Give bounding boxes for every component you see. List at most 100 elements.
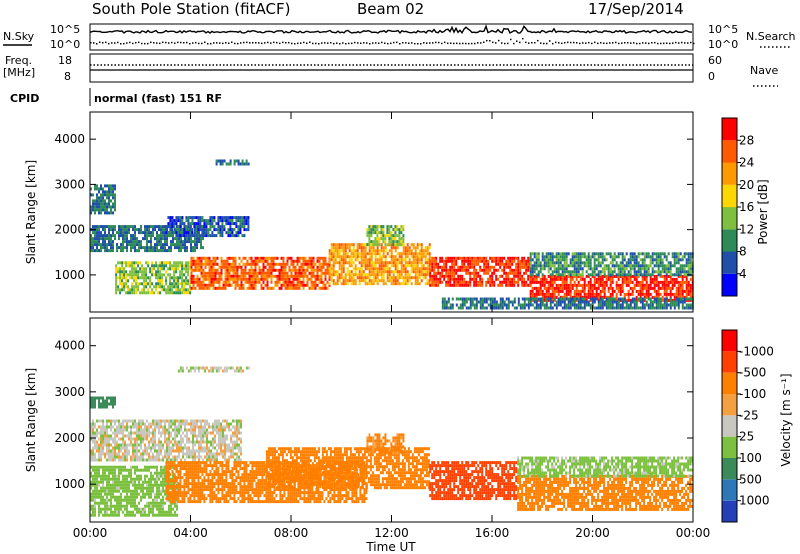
heatmap-cell [599,274,602,278]
heatmap-cell [437,280,440,284]
heatmap-cell [643,283,646,287]
heatmap-cell [398,282,401,286]
heatmap-cell [224,274,227,278]
heatmap-cell [589,306,592,310]
heatmap-cell [241,222,244,226]
heatmap-cell [208,286,211,290]
heatmap-cell [503,303,506,307]
heatmap-cell [491,280,494,284]
heatmap-cell [679,283,682,287]
heatmap-cell [156,225,158,229]
heatmap-cell [157,267,160,271]
heatmap-cell [569,270,572,274]
heatmap-cell [288,265,291,269]
heatmap-cell [112,225,114,229]
heatmap-cell [609,292,612,296]
heatmap-cell [687,289,690,293]
noise-search-dot [495,42,497,44]
heatmap-cell [625,303,628,307]
heatmap-cell [463,300,466,304]
noise-search-dot [261,42,263,45]
heatmap-cell [453,262,456,266]
heatmap-cell [156,443,158,447]
heatmap-cell [372,279,375,283]
heatmap-cell [591,267,594,271]
heatmap-cell [599,289,602,293]
heatmap-cell [541,292,544,296]
heatmap-cell [557,255,560,259]
heatmap-cell [360,279,363,283]
heatmap-cell [108,187,110,191]
heatmap-cell [205,225,208,229]
heatmap-cell [501,256,504,260]
heatmap-cell [92,434,94,438]
heatmap-cell [376,276,379,280]
heatmap-cell [402,264,405,268]
heatmap-cell [280,256,283,260]
heatmap-cell [679,297,682,301]
heatmap-cell [278,268,281,272]
heatmap-cell [90,428,92,432]
heatmap-cell [643,267,646,271]
heatmap-cell [489,306,492,310]
heatmap-cell [234,286,237,290]
heatmap-cell [388,276,391,280]
colorbar-segment [722,273,737,297]
heatmap-cell [354,282,357,286]
heatmap-cell [673,261,676,265]
heatmap-cell [549,277,552,281]
heatmap-cell [358,246,361,250]
heatmap-cell [149,282,152,286]
heatmap-cell [533,300,536,304]
heatmap-cell [180,428,182,432]
heatmap-cell [308,262,311,266]
heatmap-cell [659,261,662,265]
heatmap-cell [150,425,152,429]
heatmap-cell [378,237,381,241]
heatmap-cell [300,256,303,260]
heatmap-cell [687,280,690,284]
heatmap-cell [241,216,244,220]
heatmap-cell [136,240,138,244]
heatmap-cell [180,449,182,453]
heatmap-cell [342,264,345,268]
heatmap-cell [410,252,413,256]
heatmap-cell [360,264,363,268]
heatmap-cell [649,255,652,259]
heatmap-cell [573,274,576,278]
heatmap-cell [649,277,652,281]
heatmap-cell [392,237,395,241]
heatmap-cell [549,267,552,271]
heatmap-cell [681,255,684,259]
heatmap-cell [539,277,542,281]
heatmap-cell [106,211,108,215]
heatmap-cell [410,255,413,259]
heatmap-cell [431,283,434,287]
heatmap-cell [368,255,371,259]
noise-search-dot [534,42,536,44]
heatmap-cell [156,449,158,453]
heatmap-cell [451,256,454,260]
heatmap-cell [517,265,520,269]
colorbar-tick-label: 24 [739,156,754,170]
heatmap-cell [673,252,676,256]
heatmap-cell [182,431,184,435]
heatmap-cell [166,455,168,459]
heatmap-cell [406,261,409,265]
heatmap-cell [645,283,648,287]
heatmap-cell [276,256,279,260]
heatmap-cell [280,283,283,287]
heatmap-cell [207,219,210,223]
heatmap-cell [517,262,520,266]
heatmap-cell [675,303,678,307]
heatmap-cell [531,252,534,256]
heatmap-cell [124,240,126,244]
heatmap-cell [579,273,582,277]
heatmap-cell [667,261,670,265]
heatmap-cell [543,264,546,268]
heatmap-cell [545,286,548,290]
heatmap-cell [149,267,152,271]
heatmap-cell [579,283,582,287]
heatmap-cell [218,265,221,269]
colorbar-tick-label: 8 [739,245,747,259]
